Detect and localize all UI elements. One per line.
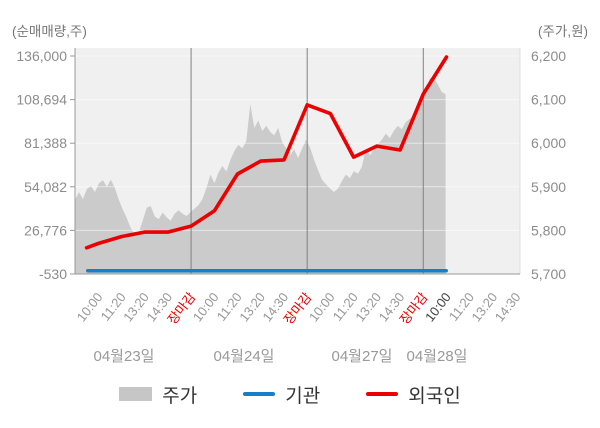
price-area-series xyxy=(75,76,446,275)
x-tick-label: 10:00 xyxy=(190,290,222,325)
legend-swatch-price xyxy=(119,387,153,401)
x-tick-label: 10:00 xyxy=(74,290,106,325)
x-date-label: 04월28일 xyxy=(407,348,468,365)
right-axis-tick-label: 6,000 xyxy=(531,135,566,151)
x-tick-label: 10:00 xyxy=(306,290,338,325)
right-axis-tick-label: 5,800 xyxy=(531,222,566,238)
x-tick-label: 14:30 xyxy=(492,290,524,325)
left-axis-tick-label: 136,000 xyxy=(16,48,67,64)
legend-swatch-institution xyxy=(243,392,276,396)
left-axis-tick-label: 81,388 xyxy=(24,135,67,151)
right-axis-tick-label: 5,900 xyxy=(531,179,566,195)
legend-item-foreign: 외국인 xyxy=(366,381,461,408)
x-tick-label: 10:00 xyxy=(422,290,454,325)
chart-legend: 주가 기관 외국인 xyxy=(0,381,590,408)
left-axis-tick-label: 108,694 xyxy=(16,92,67,108)
legend-label-institution: 기관 xyxy=(285,385,321,407)
right-axis-tick-label: 6,200 xyxy=(531,48,566,64)
chart-canvas: 136,000 108,694 81,388 54,082 26,776 -530 6,20… xyxy=(12,24,588,365)
legend-label-price: 주가 xyxy=(162,385,198,407)
x-date-label: 04월27일 xyxy=(332,348,393,365)
left-axis-tick-label: -530 xyxy=(39,266,67,282)
right-axis-title: (주가,원) xyxy=(538,24,588,39)
left-axis-tick-label: 26,776 xyxy=(24,222,67,238)
x-date-label: 04월23일 xyxy=(94,348,155,365)
left-axis-tick-label: 54,082 xyxy=(24,179,67,195)
right-axis-tick-label: 6,100 xyxy=(531,92,566,108)
right-axis-tick-label: 5,700 xyxy=(531,266,566,282)
legend-item-institution: 기관 xyxy=(243,381,320,408)
foreign-line-series xyxy=(84,55,449,250)
legend-swatch-foreign xyxy=(366,392,399,396)
left-axis-title: (순매매량,주) xyxy=(12,24,87,39)
legend-item-price: 주가 xyxy=(119,381,197,408)
x-date-label: 04월24일 xyxy=(214,348,275,365)
legend-label-foreign: 외국인 xyxy=(408,385,461,407)
